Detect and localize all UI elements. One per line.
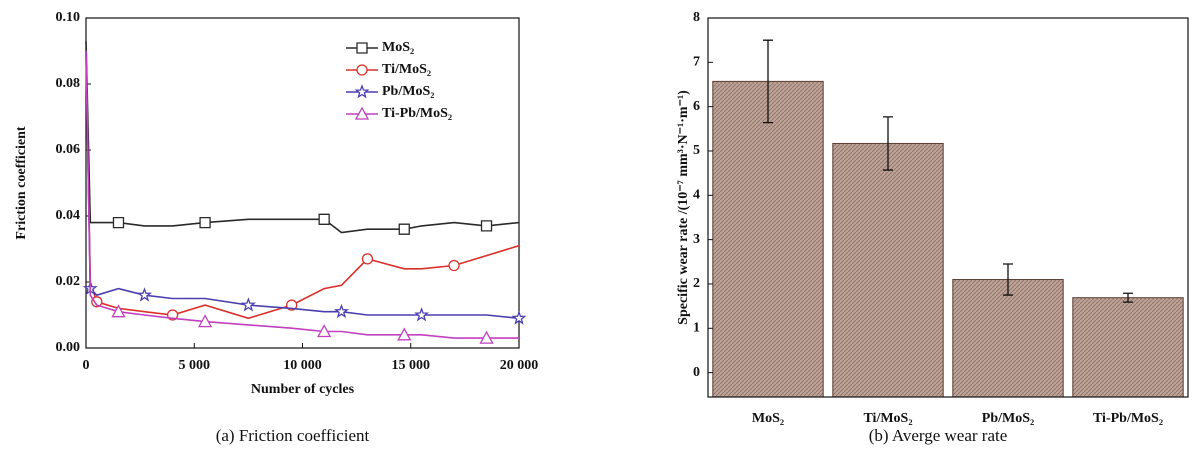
bar — [712, 80, 824, 398]
y-tick-label: 6 — [693, 99, 700, 114]
y-tick-label: 5 — [693, 143, 700, 158]
marker — [91, 296, 103, 308]
y-tick-label: 1 — [693, 321, 700, 336]
marker — [317, 324, 332, 338]
legend-marker — [354, 106, 370, 120]
marker — [448, 259, 460, 272]
plot-frame — [85, 17, 520, 349]
error-bar — [1123, 292, 1133, 303]
marker — [112, 216, 125, 229]
y-axis-label: Friction coefficient — [14, 126, 29, 239]
series-line — [85, 50, 520, 320]
marker — [136, 287, 153, 302]
x-tick-label: 15 000 — [392, 358, 431, 373]
x-tick-label: MoS₂ — [752, 411, 784, 426]
error-bar — [763, 39, 773, 124]
y-tick-label: 3 — [693, 232, 700, 247]
y-tick-label: 0.02 — [56, 274, 81, 289]
x-tick-label: Ti/MoS₂ — [863, 411, 912, 426]
marker — [479, 330, 494, 344]
legend-marker — [356, 64, 368, 76]
legend-label: MoS₂ — [382, 40, 414, 55]
y-tick-label: 0 — [693, 365, 700, 380]
marker — [197, 314, 213, 328]
series-line — [85, 50, 519, 339]
y-tick-label: 0.00 — [56, 340, 81, 355]
x-tick-label: Ti-Pb/MoS₂ — [1093, 411, 1163, 426]
marker — [240, 297, 256, 312]
series-line — [85, 41, 520, 234]
marker — [397, 327, 412, 341]
y-tick-label: 4 — [693, 188, 700, 203]
marker — [511, 310, 527, 325]
x-tick-label: 10 000 — [283, 358, 322, 373]
cap: (a) Friction coefficient — [216, 426, 370, 445]
x-tick-label: 0 — [83, 358, 90, 373]
legend-marker — [354, 84, 370, 99]
bar — [952, 279, 1064, 398]
legend-label: Ti/MoS₂ — [382, 62, 431, 77]
error-bar — [883, 116, 893, 171]
legend-label: Pb/MoS₂ — [382, 84, 434, 99]
legend-label: Ti-Pb/MoS₂ — [382, 106, 452, 121]
legend-marker — [356, 42, 368, 54]
y-tick-label: 0.10 — [56, 10, 81, 25]
marker — [398, 223, 410, 235]
plot-frame — [707, 17, 1189, 398]
bar — [832, 142, 944, 398]
marker — [111, 304, 126, 318]
y-tick-label: 0.08 — [56, 76, 81, 91]
x-tick-label: Pb/MoS₂ — [982, 411, 1034, 426]
y-tick-label: 8 — [693, 10, 700, 25]
marker — [361, 253, 374, 265]
marker — [414, 307, 430, 322]
y-axis-label: Specific wear rate /(10⁻⁷ mm³·N⁻¹·m⁻¹) — [676, 90, 691, 325]
cap: (b) Averge wear rate — [869, 426, 1008, 445]
y-tick-label: 0.06 — [56, 142, 81, 157]
y-tick-label: 2 — [693, 276, 700, 291]
y-tick-label: 0.04 — [56, 208, 81, 223]
bar — [1072, 297, 1184, 398]
marker — [334, 303, 350, 319]
x-tick-label: 20 000 — [500, 358, 539, 373]
x-tick-label: 5 000 — [179, 358, 211, 373]
x-axis-label: Number of cycles — [251, 382, 355, 397]
series-line — [85, 50, 520, 320]
y-tick-label: 7 — [693, 55, 700, 70]
error-bar — [1003, 263, 1013, 296]
marker — [480, 220, 493, 232]
marker — [199, 216, 211, 229]
marker — [318, 213, 330, 225]
